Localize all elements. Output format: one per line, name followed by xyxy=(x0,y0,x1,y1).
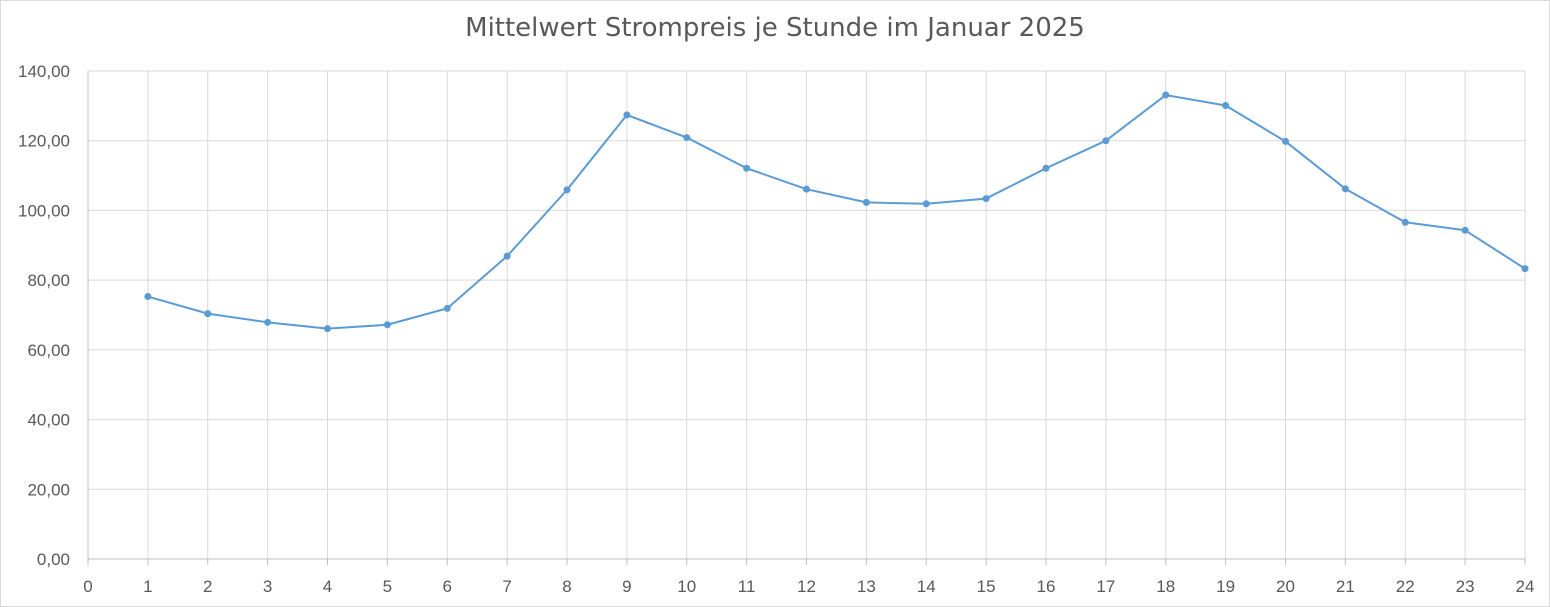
data-point xyxy=(743,164,751,172)
x-tick-label: 2 xyxy=(203,577,212,596)
data-point xyxy=(1042,164,1050,172)
x-tick-label: 18 xyxy=(1156,577,1175,596)
data-point xyxy=(1521,265,1529,273)
data-point xyxy=(803,185,810,193)
series-group xyxy=(144,91,1529,333)
x-tick-label: 4 xyxy=(323,577,332,596)
data-point xyxy=(503,252,511,260)
x-tick-label: 1 xyxy=(143,577,152,596)
y-tick-label: 80,00 xyxy=(27,271,70,290)
x-tick-label: 15 xyxy=(977,577,996,596)
x-tick-label: 7 xyxy=(502,577,511,596)
horizontal-gridlines xyxy=(88,70,1525,490)
x-tick-label: 21 xyxy=(1336,577,1355,596)
series-line xyxy=(147,94,1526,330)
data-point xyxy=(922,200,930,208)
data-point xyxy=(1341,185,1349,193)
y-tick-labels: 0,00 20,00 40,00 60,00 80,00 100,00 120,00 140,… xyxy=(18,62,70,569)
x-tick-label: 14 xyxy=(917,577,936,596)
x-tick-label: 6 xyxy=(443,577,452,596)
y-tick-label: 0,00 xyxy=(37,550,70,569)
x-tick-label: 11 xyxy=(738,577,756,596)
x-tick-label: 20 xyxy=(1276,577,1295,596)
x-tick-label: 19 xyxy=(1216,577,1235,596)
x-tick-label: 23 xyxy=(1456,577,1475,596)
x-tick-labels: 0 1 2 3 4 5 6 7 8 9 10 11 12 13 14 15 16 17 18 19 20 21 22 23 24 xyxy=(83,577,1534,596)
axes xyxy=(87,71,1526,565)
data-point xyxy=(683,134,691,142)
data-point xyxy=(1401,218,1409,226)
y-tick-label: 40,00 xyxy=(27,411,70,430)
y-tick-label: 120,00 xyxy=(18,132,70,151)
data-point xyxy=(862,198,870,206)
x-tick-label: 10 xyxy=(677,577,696,596)
data-point xyxy=(563,186,571,194)
data-point xyxy=(324,325,331,333)
vertical-gridlines xyxy=(147,71,1526,559)
data-point xyxy=(204,310,212,318)
data-point xyxy=(982,195,990,203)
chart-title: Mittelwert Strompreis je Stunde im Janua… xyxy=(465,13,1085,43)
data-point xyxy=(383,321,391,329)
data-point xyxy=(1162,91,1170,99)
x-tick-label: 5 xyxy=(383,577,392,596)
data-point xyxy=(623,111,631,119)
data-point xyxy=(1102,137,1110,145)
x-tick-label: 0 xyxy=(83,577,92,596)
y-tick-label: 60,00 xyxy=(27,341,70,360)
x-tick-label: 12 xyxy=(797,577,816,596)
data-point xyxy=(144,293,152,301)
x-tick-label: 22 xyxy=(1396,577,1415,596)
x-tick-label: 17 xyxy=(1096,577,1115,596)
y-tick-label: 20,00 xyxy=(27,480,70,499)
data-point xyxy=(1282,137,1289,145)
x-tick-label: 3 xyxy=(263,577,272,596)
x-tick-label: 24 xyxy=(1516,577,1535,596)
data-point xyxy=(443,304,451,312)
data-point xyxy=(1461,226,1469,234)
y-tick-label: 140,00 xyxy=(18,62,70,81)
x-tick-label: 8 xyxy=(562,577,571,596)
x-tick-label: 13 xyxy=(857,577,876,596)
x-tick-label: 9 xyxy=(622,577,631,596)
y-tick-label: 100,00 xyxy=(18,201,70,220)
data-point xyxy=(1222,102,1230,110)
data-point xyxy=(264,318,272,326)
x-tick-label: 16 xyxy=(1037,577,1056,596)
